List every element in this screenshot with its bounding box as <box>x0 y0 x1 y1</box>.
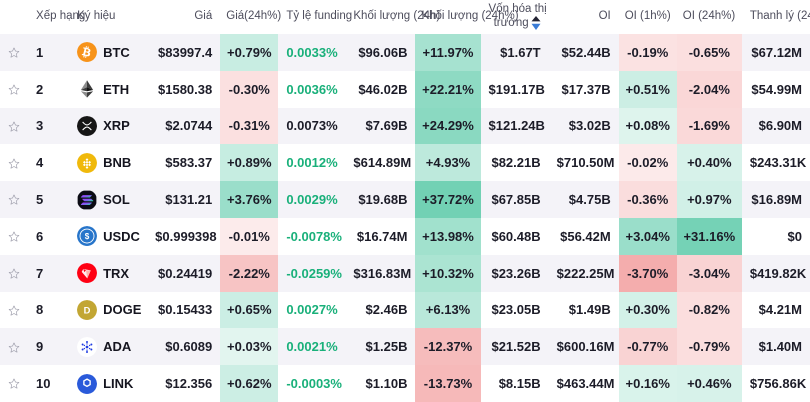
svg-text:D: D <box>84 305 91 315</box>
svg-text:$: $ <box>85 233 90 242</box>
